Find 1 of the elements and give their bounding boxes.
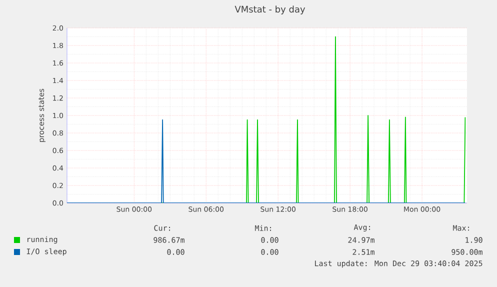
- chart-title: VMstat - by day: [234, 6, 306, 14]
